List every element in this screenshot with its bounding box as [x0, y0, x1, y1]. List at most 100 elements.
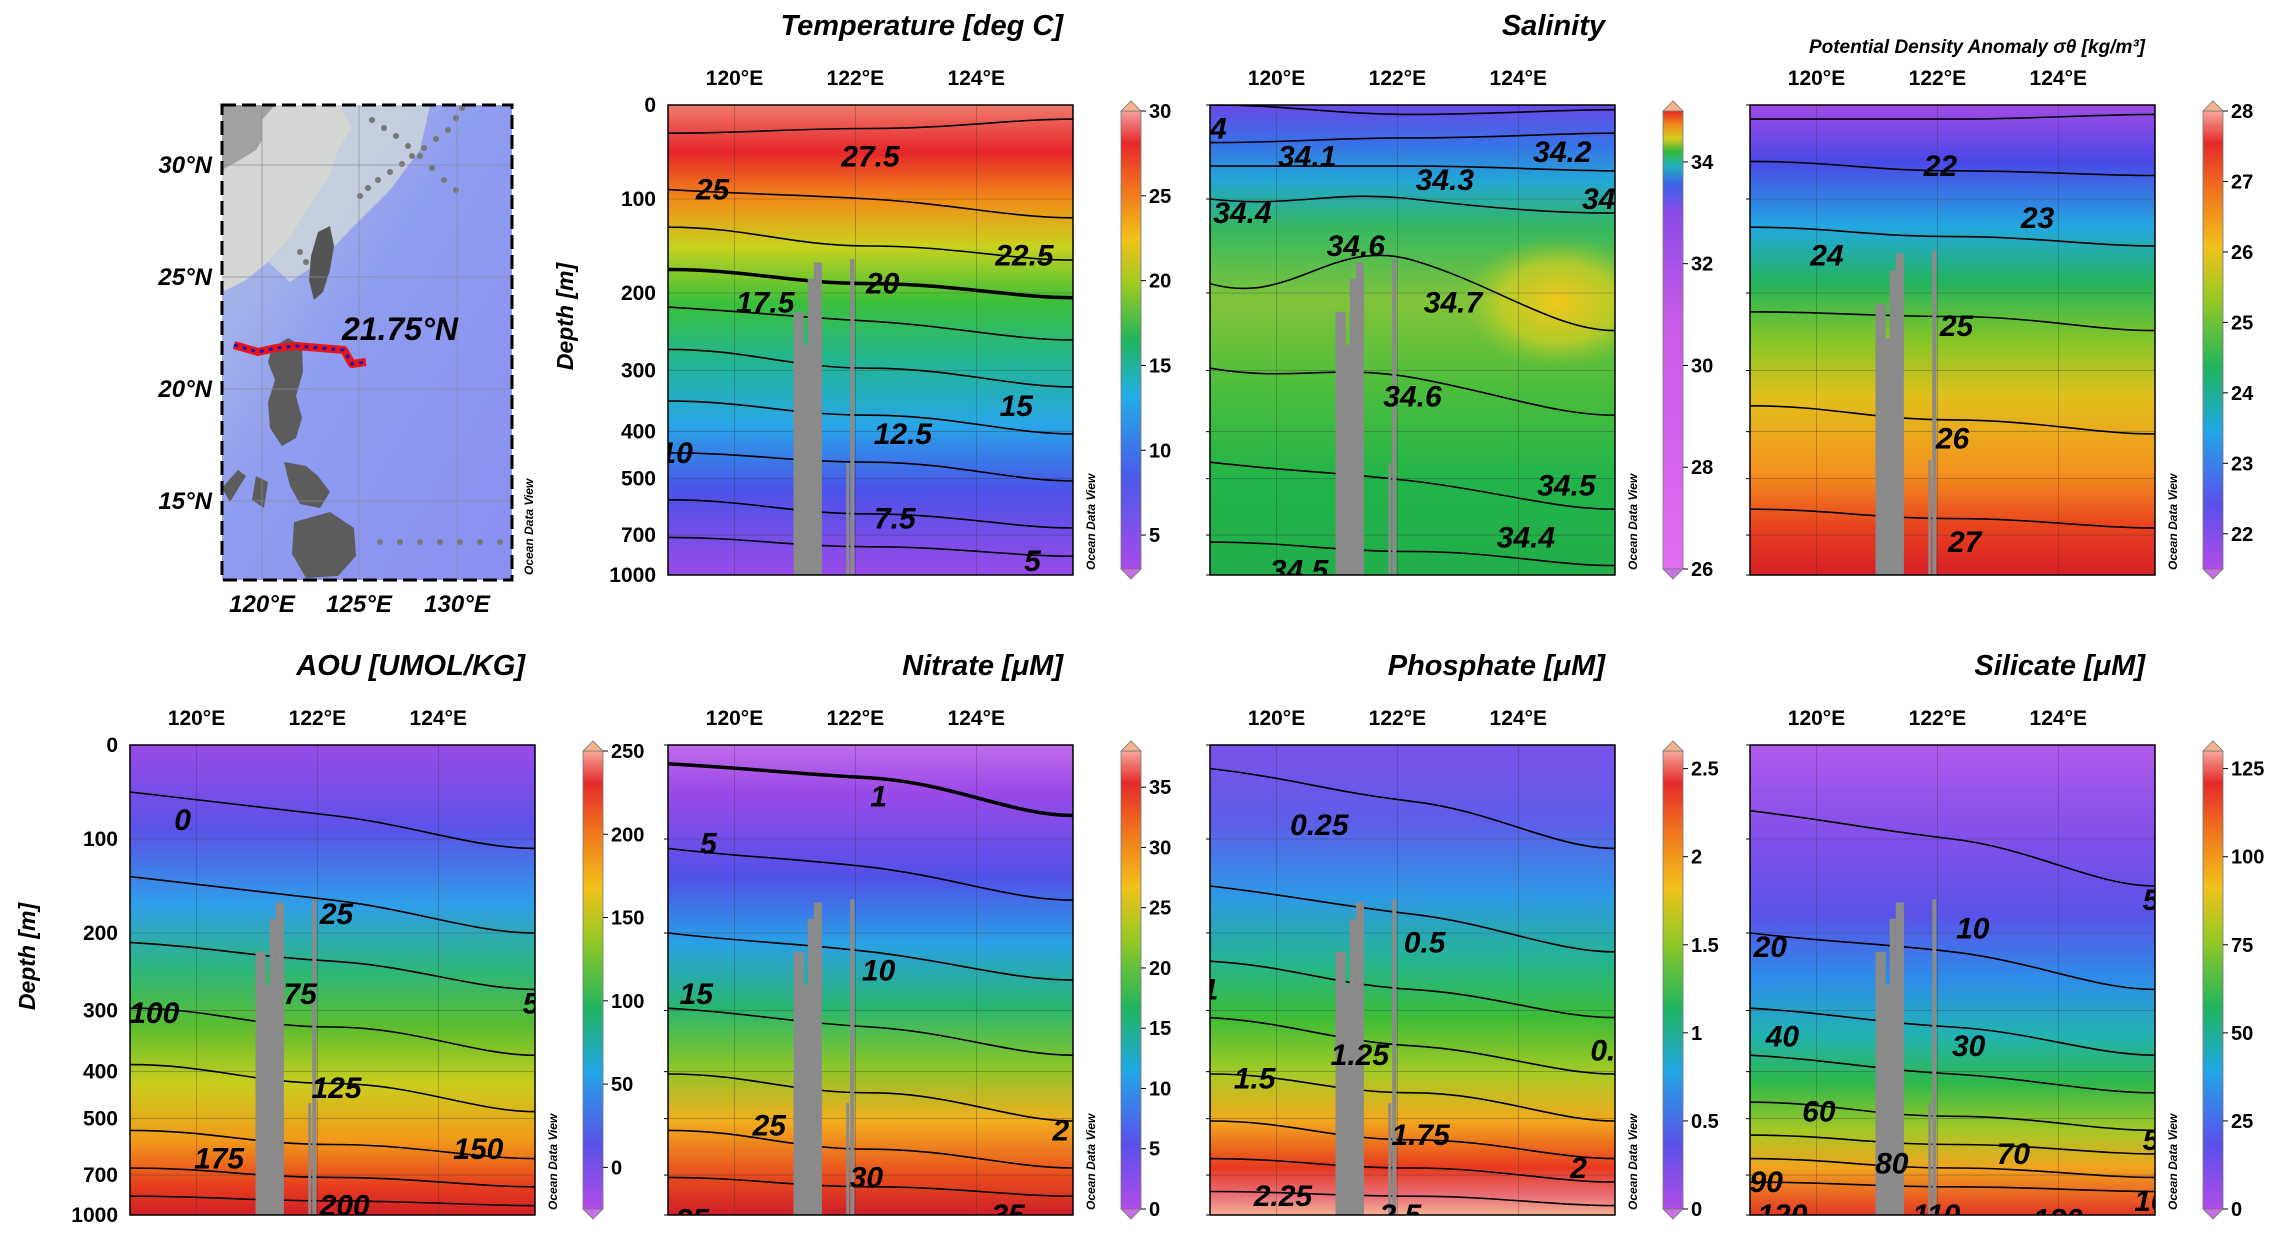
- map-mainland-china: [222, 105, 352, 292]
- contour-line: [1750, 113, 2155, 120]
- bottom-topography: [797, 426, 804, 575]
- contour-label: 26: [1935, 423, 1970, 456]
- colorbar-tick-label: 20: [1149, 271, 1171, 293]
- section-colorfill: [668, 745, 1073, 1215]
- section-field: 5 10 20 30 40 5 60 70 80 90 110 120 120 10: [1750, 745, 2155, 1215]
- colorbar-scale: [1662, 750, 1684, 1210]
- contour-line: [668, 226, 1073, 261]
- colorbar-tick-label: 150: [611, 908, 644, 930]
- contour-line: [668, 452, 1073, 482]
- bottom-topography: [813, 902, 822, 1215]
- colorbar-tick-label: 125: [2231, 759, 2264, 781]
- contour-label: 34.6: [1327, 230, 1386, 263]
- contour-label: 17.5: [736, 286, 796, 319]
- contour-line: [1210, 105, 1615, 116]
- contour-label: 60: [1802, 1096, 1836, 1129]
- contour-line: [1750, 932, 2155, 991]
- bottom-topography: [1879, 422, 1886, 575]
- contour-label: 30: [1952, 1030, 1986, 1063]
- contour-line: [130, 875, 535, 934]
- colorbar-min-arrow: [1120, 568, 1142, 580]
- contour-line: [1750, 1054, 2155, 1094]
- bottom-topography: [312, 899, 317, 1215]
- contour-line: [1210, 541, 1615, 567]
- colorbar-tick-label: 25: [2231, 1111, 2253, 1133]
- location-map: 21.75°N 30°N 25°N 20°N 15°N 120°E 125°E …: [157, 103, 536, 618]
- contour-label: 34.5: [1270, 554, 1330, 587]
- y-tick-label: 1000: [609, 564, 656, 587]
- colorbar-tick-label: 15: [1149, 1018, 1171, 1040]
- x-tick-label: 124°E: [2030, 707, 2087, 730]
- bottom-topography: [1928, 1103, 1932, 1215]
- x-tick-label: 122°E: [289, 707, 346, 730]
- section-panel: 22 23 24 25 26 27 Potential Density Anomaly σθ…: [1746, 37, 2254, 580]
- map-watermark: Ocean Data View: [522, 478, 536, 575]
- y-tick-label: 500: [83, 1108, 118, 1131]
- contour-label: 22.5: [994, 239, 1055, 272]
- colorbar-scale: [2202, 110, 2224, 570]
- section-panel: 27.5 25 22.5 20 17.5 15 12.5 10 7.5 5 Temperature …: [552, 10, 1171, 587]
- colorbar-tick-label: 30: [1149, 101, 1171, 123]
- colorbar-tick-label: 0: [611, 1157, 622, 1179]
- contour-line: [1210, 165, 1615, 172]
- contour-label: 24: [1809, 239, 1844, 272]
- colorbar-tick-label: 0.5: [1691, 1111, 1719, 1133]
- section-frame: [1749, 744, 2156, 1216]
- contour-line: [1750, 508, 2155, 529]
- y-tick-label: 300: [83, 1000, 118, 1023]
- odv-watermark: Ocean Data View: [1084, 473, 1098, 570]
- section-field: 22 23 24 25 26 27: [1750, 105, 2155, 575]
- bottom-topography: [1388, 463, 1392, 575]
- section-frame: [667, 104, 1074, 576]
- bottom-topography: [1895, 253, 1904, 575]
- bottom-topography: [1889, 918, 1896, 1215]
- colorbar-max-arrow: [582, 740, 604, 752]
- map-lat-label: 25°N: [157, 264, 212, 291]
- contour-line: [1210, 461, 1615, 510]
- contour-line: [1210, 1016, 1615, 1075]
- section-panel: 0.25 0.5 0. 1 1.25 1.5 1.75 2 2.25 2.5 Phosphate […: [1206, 650, 1719, 1221]
- odv-watermark: Ocean Data View: [2166, 1113, 2180, 1210]
- section-panels: 27.52522.52017.51512.5107.55Temperature …: [14, 10, 2264, 1232]
- y-tick-label: 400: [621, 421, 656, 444]
- contour-label: 5: [523, 988, 541, 1021]
- contour-label: 12.5: [874, 418, 934, 451]
- contour-label: 34.6: [1383, 380, 1442, 413]
- y-axis-label: Depth [m]: [552, 262, 578, 371]
- section-field: 0 25 5 75 100 125 150 175 200: [130, 745, 541, 1215]
- colorbar-tick-label: 27: [2231, 171, 2253, 193]
- colorbar: 125 100 75 50 25 0: [2202, 740, 2264, 1221]
- colorbar-tick-label: 26: [2231, 242, 2253, 264]
- y-tick-label: 0: [106, 734, 118, 757]
- colorbar-tick-label: 24: [2231, 383, 2254, 405]
- x-tick-label: 124°E: [1490, 67, 1547, 90]
- contour-line: [1210, 885, 1615, 953]
- contour-label: 2.25: [1253, 1180, 1314, 1213]
- map-palawan: [222, 470, 246, 502]
- colorbar-tick-label: 1.5: [1691, 935, 1719, 957]
- colorbar: 2.5 2 1.5 1 0.5 0: [1662, 740, 1719, 1221]
- map-mindanao: [292, 512, 356, 578]
- x-tick-label: 122°E: [1369, 67, 1426, 90]
- colorbar: 28 27 26 25 24 23 22: [2202, 100, 2254, 580]
- contour-label: 15: [1000, 390, 1035, 423]
- map-lon-label: 130°E: [424, 591, 491, 618]
- section-title: AOU [UMOL/KG]: [295, 650, 526, 682]
- contour-label: 35: [992, 1199, 1027, 1232]
- colorbar-tick-label: 23: [2231, 453, 2253, 475]
- x-tick-label: 122°E: [827, 67, 884, 90]
- contour-label: 20: [865, 268, 900, 301]
- map-taiwan: [309, 226, 334, 300]
- section-colorfill: [130, 745, 535, 1215]
- section-title: Temperature [deg C]: [780, 10, 1064, 42]
- colorbar-max-arrow: [1120, 100, 1142, 112]
- y-axis-label: Depth [m]: [14, 902, 40, 1011]
- contour-line: [130, 1063, 535, 1113]
- contour-line: [1210, 254, 1615, 332]
- colorbar-tick-label: 75: [2231, 935, 2253, 957]
- bottom-topography: [813, 262, 822, 575]
- odv-watermark: Ocean Data View: [1626, 473, 1640, 570]
- colorbar-min-arrow: [582, 1208, 604, 1220]
- contour-line: [668, 1073, 1073, 1122]
